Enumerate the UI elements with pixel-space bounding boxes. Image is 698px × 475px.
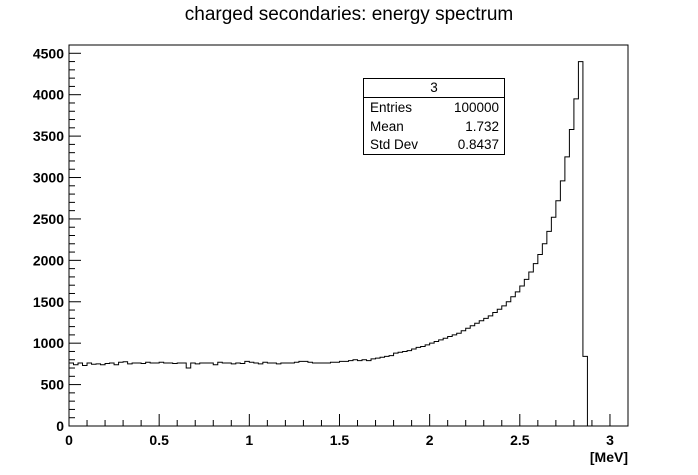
- tick-labels: 0 0.5 1 1.5 2 2.5 3 0 500 1000 1500 2000 2500 3000 350…: [33, 45, 614, 448]
- plot-frame: [68, 44, 629, 427]
- stats-label: Std Dev: [370, 137, 419, 152]
- stats-row-stddev: Std Dev 0.8437: [364, 135, 504, 154]
- stats-label: Entries: [370, 100, 413, 115]
- x-tick-label: 1: [245, 432, 253, 448]
- stats-box: 3 Entries 100000 Mean 1.732 Std Dev 0.84…: [363, 78, 505, 155]
- histogram-series: [69, 61, 592, 427]
- y-tick-label: 3500: [33, 128, 64, 144]
- y-tick-label: 4000: [33, 87, 64, 103]
- stats-row-entries: Entries 100000: [364, 98, 504, 117]
- x-tick-label: 0.5: [149, 432, 169, 448]
- y-tick-label: 1500: [33, 294, 64, 310]
- y-tick-label: 0: [56, 418, 64, 434]
- y-tick-label: 3000: [33, 170, 64, 186]
- y-tick-label: 2500: [33, 211, 64, 227]
- stats-label: Mean: [370, 118, 404, 134]
- x-tick-label: 1.5: [330, 432, 350, 448]
- axis-ticks: [68, 44, 629, 427]
- stats-row-mean: Mean 1.732: [364, 117, 504, 136]
- stats-value: 1.732: [465, 118, 499, 134]
- x-tick-label: 0: [65, 432, 73, 448]
- stats-value: 100000: [453, 100, 499, 115]
- x-tick-label: 2.5: [510, 432, 530, 448]
- stats-box-title: 3: [364, 79, 504, 98]
- x-tick-label: 3: [606, 432, 614, 448]
- y-tick-label: 1000: [33, 335, 64, 351]
- chart-title: charged secondaries: energy spectrum: [184, 4, 514, 25]
- x-tick-label: 2: [426, 432, 434, 448]
- y-tick-label: 500: [41, 377, 65, 393]
- y-tick-label: 2000: [33, 252, 64, 268]
- x-axis-label: [MeV]: [590, 449, 628, 465]
- stats-value: 0.8437: [457, 137, 499, 152]
- y-tick-label: 4500: [33, 45, 64, 61]
